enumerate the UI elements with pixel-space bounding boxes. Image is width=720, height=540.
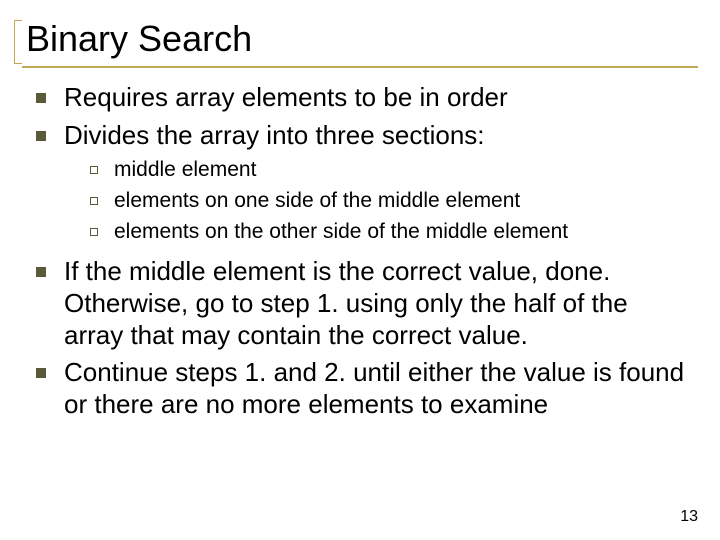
square-bullet-icon [36, 368, 46, 378]
bullet-text: elements on one side of the middle eleme… [114, 188, 520, 215]
hollow-square-bullet-icon [90, 228, 98, 236]
square-bullet-icon [36, 267, 46, 277]
bullet-lvl2: middle element [28, 157, 692, 184]
title-rule [22, 66, 698, 68]
bullet-text: Requires array elements to be in order [64, 82, 508, 114]
bullet-lvl1: Requires array elements to be in order [28, 82, 692, 114]
slide: Binary Search Requires array elements to… [0, 0, 720, 540]
title-accent-bar [14, 20, 22, 64]
square-bullet-icon [36, 131, 46, 141]
bullet-text: Divides the array into three sections: [64, 120, 485, 152]
bullet-lvl2: elements on the other side of the middle… [28, 219, 692, 246]
sub-bullet-group: middle element elements on one side of t… [28, 157, 692, 246]
bullet-lvl2: elements on one side of the middle eleme… [28, 188, 692, 215]
bullet-lvl1: Continue steps 1. and 2. until either th… [28, 357, 692, 420]
slide-body: Requires array elements to be in order D… [26, 82, 694, 421]
title-block: Binary Search [26, 18, 694, 60]
bullet-text: middle element [114, 157, 256, 184]
square-bullet-icon [36, 93, 46, 103]
bullet-lvl1: If the middle element is the correct val… [28, 256, 692, 351]
bullet-text: Continue steps 1. and 2. until either th… [64, 357, 692, 420]
bullet-text: If the middle element is the correct val… [64, 256, 692, 351]
hollow-square-bullet-icon [90, 197, 98, 205]
slide-title: Binary Search [26, 18, 694, 60]
page-number: 13 [680, 508, 698, 526]
bullet-text: elements on the other side of the middle… [114, 219, 568, 246]
hollow-square-bullet-icon [90, 166, 98, 174]
bullet-lvl1: Divides the array into three sections: [28, 120, 692, 152]
